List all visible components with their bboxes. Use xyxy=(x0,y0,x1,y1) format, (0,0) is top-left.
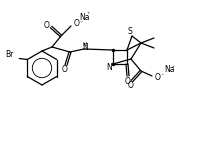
Text: O: O xyxy=(128,81,134,90)
Text: O: O xyxy=(125,76,131,85)
Text: S: S xyxy=(128,27,132,36)
Text: ⁻: ⁻ xyxy=(161,75,164,80)
Text: O: O xyxy=(155,72,161,81)
Text: ⁺: ⁺ xyxy=(87,12,90,18)
Text: O: O xyxy=(74,20,80,28)
Text: N: N xyxy=(82,44,88,52)
Text: ⁻: ⁻ xyxy=(80,21,83,27)
Text: Na: Na xyxy=(164,66,175,75)
Text: O: O xyxy=(44,21,50,30)
Text: ⁺: ⁺ xyxy=(172,66,175,70)
Text: Br: Br xyxy=(5,50,13,59)
Text: O: O xyxy=(62,66,68,75)
Text: N: N xyxy=(106,63,112,72)
Text: Na: Na xyxy=(79,12,89,21)
Text: H: H xyxy=(83,42,87,46)
